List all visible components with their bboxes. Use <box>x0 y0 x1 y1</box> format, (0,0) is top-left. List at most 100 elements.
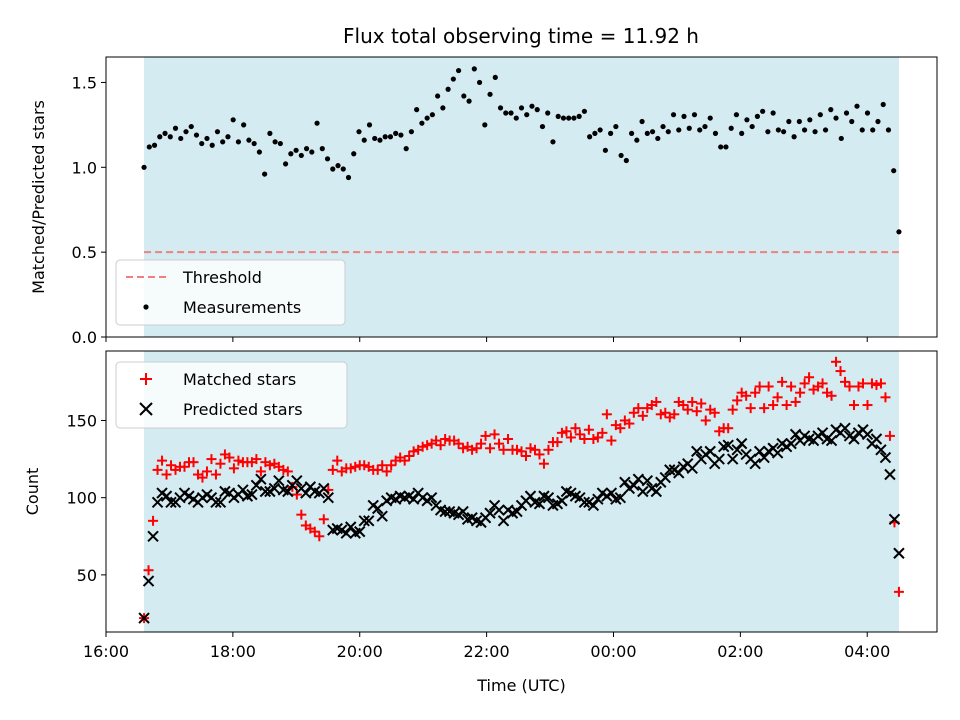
legend-cross-marker <box>139 402 153 416</box>
measurement-point <box>796 118 802 125</box>
predicted-star-point <box>713 453 725 465</box>
measurement-point <box>283 161 289 167</box>
measurement-point <box>262 171 268 177</box>
matched-star-point <box>601 409 612 420</box>
matched-star-point <box>314 531 325 542</box>
measurement-point <box>487 91 493 97</box>
top-x-ticks <box>105 337 868 342</box>
matched-star-point <box>866 378 877 389</box>
matched-star-point <box>440 434 451 445</box>
top-y-axis-label: Matched/Predicted stars <box>29 100 48 294</box>
measurement-point <box>581 108 588 114</box>
matched-stars-points <box>139 356 904 624</box>
matched-star-point <box>786 381 797 392</box>
measurement-point <box>408 129 415 135</box>
matched-star-point <box>538 458 549 469</box>
matched-star-point <box>579 434 590 445</box>
x-tick-label: 16:00 <box>83 642 129 661</box>
predicted-star-point <box>457 505 469 518</box>
predicted-star-point <box>753 445 766 458</box>
bottom-legend-box <box>115 361 348 429</box>
predicted-star-point <box>291 474 303 487</box>
predicted-star-point <box>250 479 263 492</box>
measurement-point <box>497 105 504 111</box>
matched-star-point <box>291 489 302 500</box>
measurement-point <box>760 108 766 114</box>
matched-star-point <box>485 443 496 454</box>
measurement-point <box>524 112 530 118</box>
measurement-point <box>225 134 231 140</box>
measurement-point <box>377 137 383 143</box>
matched-star-point <box>359 460 370 471</box>
measurement-point <box>209 142 215 148</box>
matched-star-point <box>255 466 266 477</box>
matched-star-point <box>489 429 500 440</box>
legend-matched-label: Matched stars <box>183 370 296 389</box>
predicted-star-point <box>758 451 770 464</box>
matched-star-point <box>772 392 783 403</box>
predicted-star-point <box>686 462 698 475</box>
predicted-star-point <box>825 434 838 447</box>
matched-star-point <box>516 446 527 457</box>
bottom-legend: Matched stars Predicted stars <box>115 361 348 429</box>
matched-star-point <box>476 438 487 449</box>
measurement-point <box>560 115 567 121</box>
matched-star-point <box>754 381 765 392</box>
matched-star-point <box>327 464 338 475</box>
matched-star-point <box>781 400 792 411</box>
matched-star-point <box>309 526 320 537</box>
predicted-star-point <box>493 504 505 516</box>
predicted-star-point <box>605 487 618 499</box>
predicted-star-point <box>659 471 671 484</box>
measurement-point <box>849 118 855 125</box>
matched-star-point <box>404 450 415 461</box>
matched-star-point <box>777 376 788 387</box>
predicted-star-point <box>151 496 164 509</box>
x-tick-label: 22:00 <box>464 642 510 661</box>
matched-star-point <box>345 463 356 474</box>
predicted-star-point <box>637 485 649 498</box>
predicted-star-point <box>587 499 600 512</box>
legend-measurements-swatch <box>143 304 149 310</box>
predicted-star-point <box>524 490 537 502</box>
measurement-point <box>199 140 205 147</box>
predicted-star-point <box>358 515 370 527</box>
measurement-point <box>649 129 656 135</box>
matched-star-point <box>206 454 217 465</box>
matched-star-point <box>453 438 464 449</box>
measurement-point <box>361 137 367 143</box>
matched-star-point <box>264 460 275 471</box>
measurement-point <box>324 156 331 162</box>
matched-star-point <box>687 396 698 407</box>
measurement-point <box>366 122 373 128</box>
predicted-star-point <box>268 482 281 495</box>
predicted-star-point <box>735 437 748 450</box>
y-tick-label: 1.0 <box>72 158 97 177</box>
matched-star-point <box>471 443 482 454</box>
measurement-point <box>639 118 645 125</box>
matched-star-point <box>745 403 756 414</box>
measurement-point <box>608 130 614 136</box>
matched-star-point <box>201 466 212 477</box>
predicted-star-point <box>884 468 896 481</box>
measurement-point <box>204 135 210 142</box>
measurement-point <box>613 123 619 130</box>
matched-star-point <box>583 424 594 435</box>
measurement-point <box>314 120 320 126</box>
measurement-point <box>838 135 844 142</box>
matched-star-point <box>597 427 608 438</box>
measurement-point <box>775 127 781 133</box>
measurement-point <box>723 144 729 150</box>
x-axis-label: Time (UTC) <box>476 676 565 695</box>
matched-star-point <box>790 396 801 407</box>
matched-star-point <box>574 429 585 440</box>
measurement-point <box>875 118 881 125</box>
measurement-point <box>298 152 304 159</box>
predicted-star-point <box>628 479 640 492</box>
matched-star-point <box>143 565 154 576</box>
measurement-point <box>241 122 247 128</box>
measurement-point <box>628 130 635 136</box>
predicted-star-point <box>875 444 887 456</box>
measurement-point <box>141 164 147 170</box>
